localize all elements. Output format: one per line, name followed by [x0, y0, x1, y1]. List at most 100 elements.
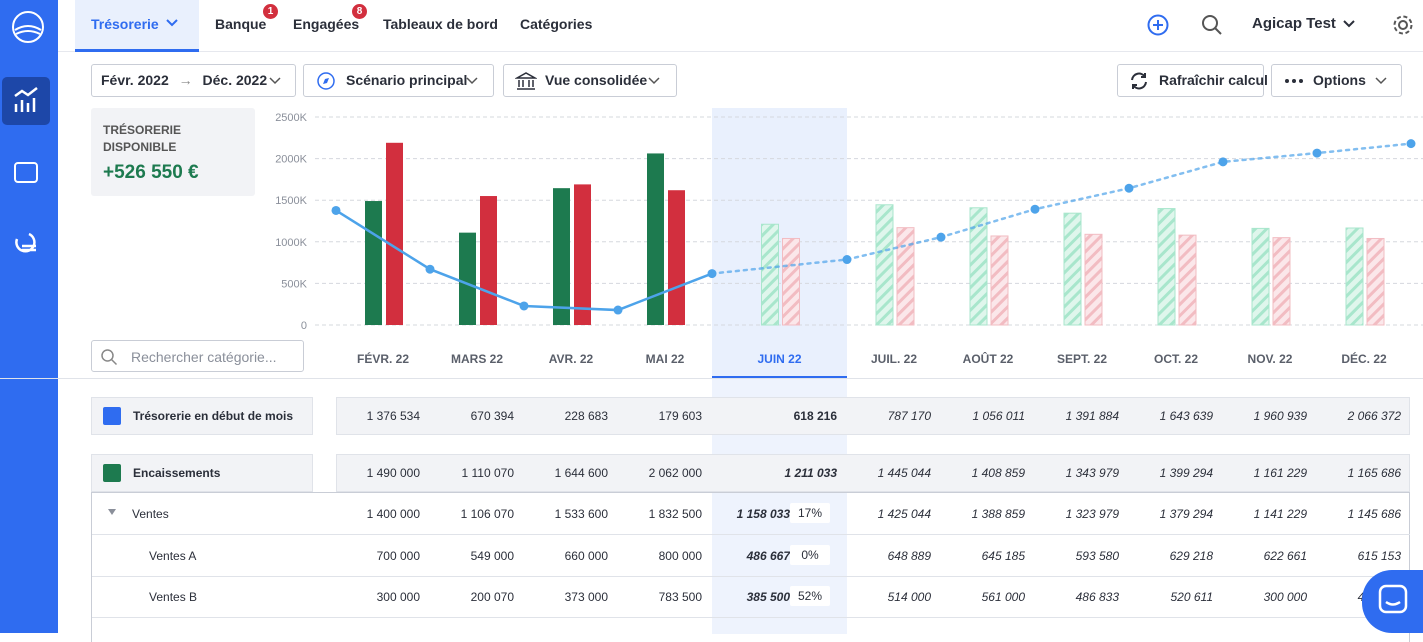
bar [1178, 234, 1197, 326]
scenario-label: Scénario principal [346, 72, 468, 88]
cell: 1 056 011 [972, 409, 1026, 423]
bar [761, 223, 779, 326]
cell: 700 000 [376, 548, 420, 563]
tab-badge: 1 [263, 4, 278, 19]
bar [1063, 212, 1082, 326]
nav-tab[interactable]: Banque [215, 0, 266, 52]
line [710, 142, 1413, 275]
bar [1272, 237, 1291, 326]
cell: 514 000 [887, 589, 931, 604]
refresh-button[interactable]: Rafraîchir calcul [1117, 64, 1268, 97]
cell: 486 667 [746, 548, 790, 563]
view-label: Vue consolidée [545, 72, 648, 88]
bar [668, 190, 685, 325]
y-tick-label: 2500K [275, 112, 307, 124]
user-name: Agicap Test [1252, 15, 1336, 32]
cell: 2 066 372 [1347, 409, 1401, 423]
cell: 1 533 600 [554, 506, 608, 521]
add-button[interactable] [1146, 13, 1170, 37]
x-tick-label: MAI 22 [646, 352, 685, 366]
y-tick-label: 2000K [275, 154, 307, 166]
view-selector[interactable]: Vue consolidée [503, 64, 677, 97]
cell: 593 580 [1075, 548, 1119, 563]
cell: 1 960 939 [1253, 409, 1307, 423]
period-selector[interactable]: Févr. 2022 → Déc. 2022 [91, 64, 296, 97]
chevron [166, 19, 178, 27]
cell: 300 000 [376, 589, 420, 604]
row-divider [92, 617, 1410, 618]
cell: 1 408 859 [971, 466, 1025, 480]
row-label-bg [91, 397, 313, 435]
nav-tab[interactable]: Trésorerie [75, 0, 199, 52]
cell: 1 145 686 [1347, 506, 1401, 521]
bar [1251, 227, 1270, 326]
settings-button[interactable] [1391, 13, 1415, 37]
line-point [425, 264, 435, 274]
bar [647, 153, 664, 325]
refresh-icon [1131, 72, 1147, 90]
row-label: Ventes [132, 506, 169, 521]
summary-label: TRÉSORERIE DISPONIBLE [103, 123, 182, 154]
y-tick-label: 0 [301, 320, 307, 332]
nav-tab[interactable]: Tableaux de bord [383, 0, 498, 52]
cell: 1 141 229 [1253, 506, 1307, 521]
share-badge: 17% [790, 503, 830, 523]
nav-tab[interactable]: Catégories [520, 0, 592, 52]
line-point [613, 305, 623, 315]
tab-label: Engagées [293, 16, 360, 32]
cell: 1 643 639 [1159, 409, 1213, 423]
cell: 1 211 033 [784, 466, 838, 480]
tab-label: Trésorerie [91, 16, 159, 32]
search-input[interactable]: Rechercher catégorie... [91, 340, 304, 372]
table: Trésorerie en début de mois 1 376 534 670 … [0, 378, 1423, 642]
cell: 1 110 070 [461, 466, 515, 480]
nav-tab[interactable]: Engagées [293, 0, 359, 52]
x-tick-label: SEPT. 22 [1057, 352, 1107, 366]
cell: 1 490 000 [366, 466, 420, 480]
tab-label: Banque [215, 16, 267, 32]
chat-button[interactable] [1362, 570, 1423, 633]
chevrons [269, 77, 660, 85]
cell: 1 644 600 [554, 466, 608, 480]
cell: 1 376 534 [366, 409, 420, 423]
options-button[interactable]: Options [1271, 64, 1402, 97]
bar [1084, 233, 1103, 326]
bank-icon [515, 72, 537, 90]
cell: 622 661 [1263, 548, 1307, 563]
scenario-selector[interactable]: Scénario principal [303, 64, 494, 97]
cell: 1 391 884 [1065, 409, 1119, 423]
x-tick-label: OCT. 22 [1154, 352, 1198, 366]
bar [1366, 237, 1385, 326]
nav-integrations[interactable] [15, 232, 36, 253]
compass-icon [317, 72, 335, 90]
line-point [519, 301, 529, 311]
cell: 1 399 294 [1159, 466, 1213, 480]
bar [365, 201, 382, 325]
chevron [1375, 77, 1387, 85]
line-point [1030, 204, 1040, 214]
bar [969, 207, 988, 326]
search-button[interactable] [1200, 13, 1224, 37]
line-point [1406, 139, 1416, 149]
chevron [1343, 20, 1355, 28]
options-label: Options [1313, 72, 1366, 88]
current-column [712, 108, 847, 378]
x-tick-label: FÉVR. 22 [357, 351, 409, 366]
cell: 618 216 [793, 409, 837, 423]
nav-wallet[interactable] [14, 162, 38, 183]
row-label: Ventes A [149, 548, 197, 563]
cell: 660 000 [564, 548, 608, 563]
current-underline [712, 376, 847, 378]
cell: 1 832 500 [648, 506, 702, 521]
chat-icon [1378, 584, 1408, 614]
cell: 2 062 000 [648, 466, 702, 480]
row-divider [92, 576, 1410, 577]
user-menu[interactable]: Agicap Test [1252, 0, 1336, 52]
row-icon [103, 464, 121, 482]
x-tick-label: JUIN 22 [757, 352, 801, 366]
nav-dashboard[interactable] [2, 77, 50, 125]
bar [386, 142, 403, 325]
cell: 1 323 979 [1065, 506, 1119, 521]
x-tick-label: MARS 22 [451, 352, 503, 366]
